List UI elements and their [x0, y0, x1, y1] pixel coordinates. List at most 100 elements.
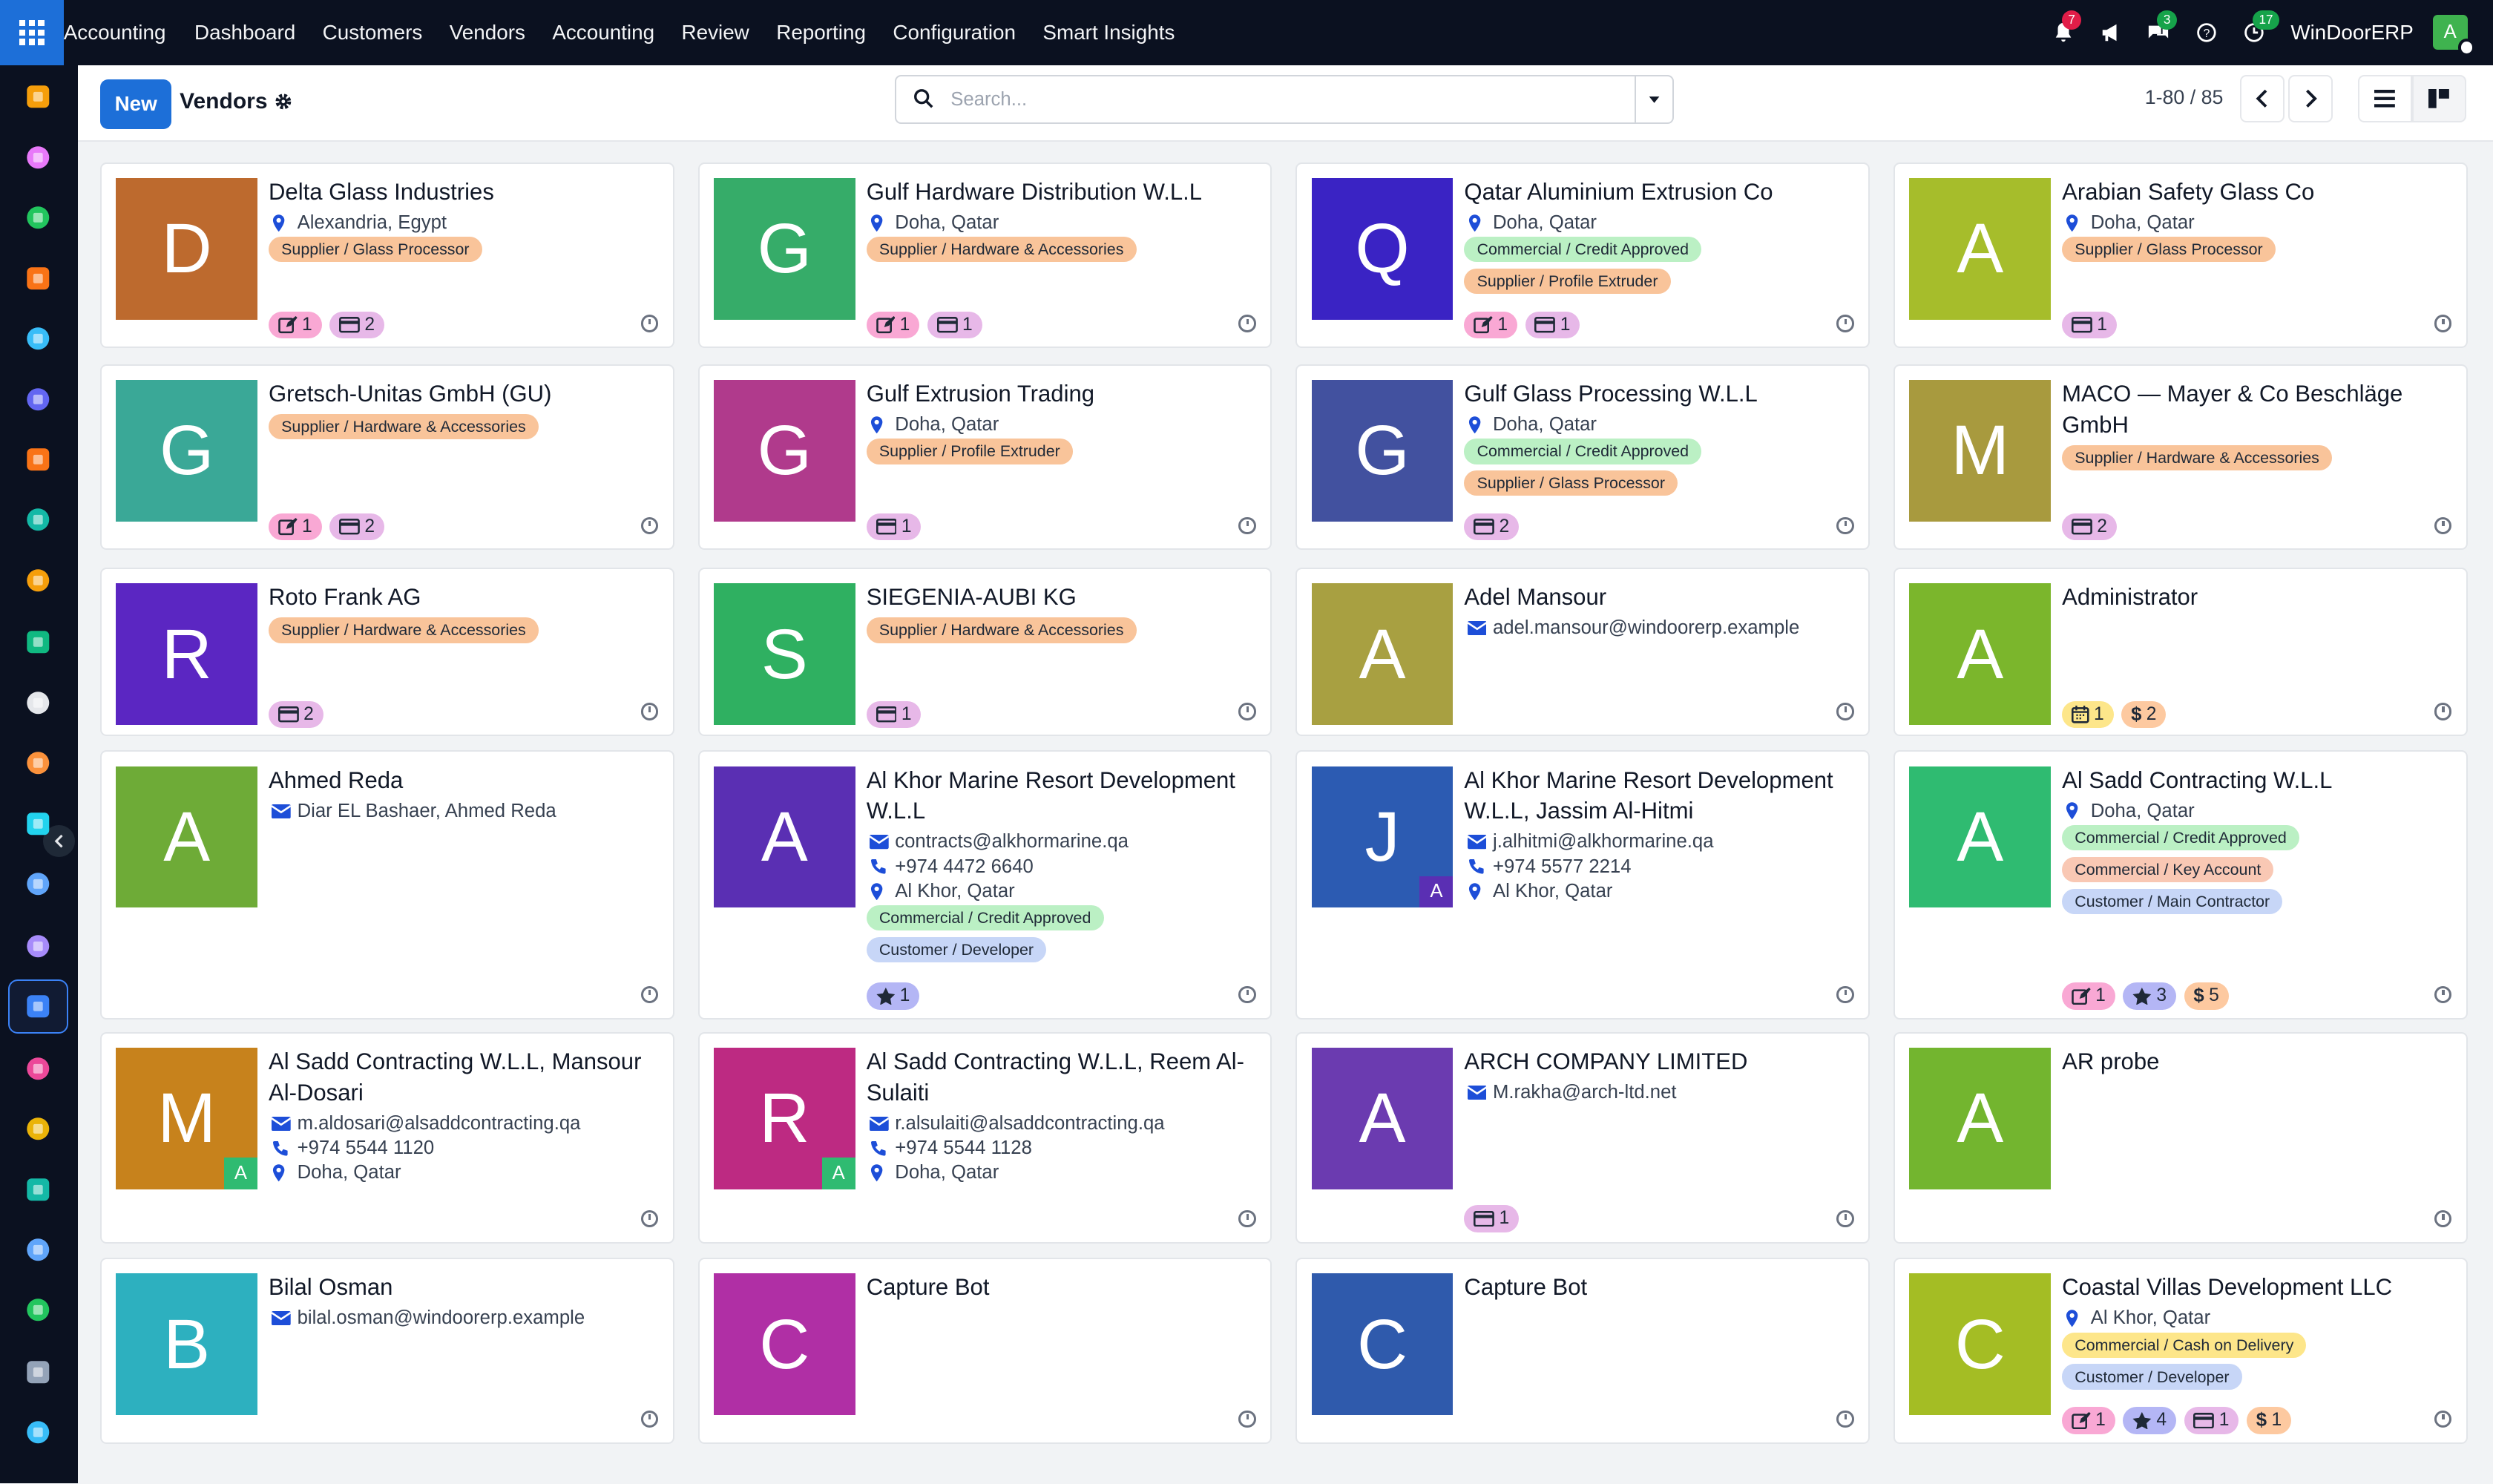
pager-previous-button[interactable]	[2240, 74, 2285, 122]
app-brand[interactable]: Accounting	[63, 20, 166, 44]
counter-badge[interactable]: 1	[927, 311, 982, 339]
pager-next-button[interactable]	[2287, 74, 2333, 122]
counter-badge[interactable]: 1	[2062, 700, 2114, 729]
activity-clock-icon[interactable]	[640, 985, 659, 1004]
activity-clock-icon[interactable]	[2434, 1209, 2452, 1228]
counter-badge[interactable]: 1	[866, 513, 922, 541]
pager-value[interactable]: 1-80 / 85	[2144, 85, 2224, 108]
search-input[interactable]	[950, 85, 1619, 115]
menu-dashboard[interactable]: Dashboard	[194, 20, 296, 44]
counter-badge[interactable]: 2	[1464, 513, 1520, 541]
activity-clock-icon[interactable]	[1238, 1410, 1256, 1428]
sidebar-accounting-app[interactable]	[7, 979, 69, 1034]
counter-badge[interactable]: 2	[269, 700, 323, 729]
sidebar-knowledge-app[interactable]	[8, 857, 68, 911]
sidebar-todo-app[interactable]	[8, 797, 68, 851]
vendor-card[interactable]: C Coastal Villas Development LLC Al Khor, …	[1893, 1257, 2468, 1444]
counter-badge[interactable]: 4	[2123, 1407, 2176, 1434]
sidebar-photo-app[interactable]	[8, 131, 68, 185]
sidebar-team-app[interactable]	[8, 1042, 68, 1096]
sidebar-timer-app[interactable]	[8, 1345, 68, 1399]
sidebar-collapse-button[interactable]	[42, 825, 75, 857]
vendor-card[interactable]: A Ahmed Reda Diar EL Bashaer, Ahmed Reda	[100, 750, 674, 1020]
vendor-card[interactable]: A Al Sadd Contracting W.L.L Doha, Qatar Com…	[1893, 750, 2468, 1020]
search-options-toggle[interactable]	[1635, 76, 1672, 122]
sidebar-inventory-app[interactable]	[8, 676, 68, 730]
sidebar-chat-app[interactable]	[8, 433, 68, 487]
sidebar-discuss-app[interactable]	[8, 252, 68, 306]
activity-clock-icon[interactable]	[2434, 315, 2452, 332]
menu-smart-insights[interactable]: Smart Insights	[1042, 20, 1175, 44]
sidebar-contacts-app[interactable]	[8, 191, 68, 245]
activity-clock-icon[interactable]	[1836, 703, 1854, 720]
sidebar-dashboard-app[interactable]	[8, 70, 68, 124]
menu-configuration[interactable]: Configuration	[893, 20, 1016, 44]
user-avatar[interactable]: A	[2432, 15, 2476, 57]
gear-icon[interactable]	[274, 92, 293, 111]
sidebar-employees-app[interactable]	[8, 615, 68, 669]
vendor-card[interactable]: M MACO — Mayer & Co Beschläge GmbH Supplie…	[1893, 364, 2468, 551]
list-view-button[interactable]	[2357, 74, 2412, 122]
activity-clock-icon[interactable]	[2434, 1410, 2452, 1428]
activity-clock-icon[interactable]	[1238, 1209, 1256, 1228]
counter-badge[interactable]: $5	[2184, 982, 2229, 1010]
vendor-card[interactable]: S SIEGENIA-AUBI KG Supplier / Hardware & A…	[697, 567, 1272, 737]
menu-customers[interactable]: Customers	[322, 20, 423, 44]
sidebar-wave-app[interactable]	[8, 312, 68, 366]
activity-clock-icon[interactable]	[1238, 315, 1256, 332]
vendor-card[interactable]: A Administrator 1 $2	[1893, 567, 2468, 737]
new-button[interactable]: New	[100, 79, 172, 129]
activity-clock-icon[interactable]	[1836, 1410, 1854, 1428]
activity-clock-icon[interactable]	[2434, 985, 2452, 1004]
vendor-card[interactable]: G Gulf Extrusion Trading Doha, Qatar Suppli…	[697, 364, 1272, 551]
vendor-card[interactable]: G Gretsch-Unitas GmbH (GU) Supplier / Hard…	[100, 364, 674, 551]
activity-clock-icon[interactable]	[640, 1410, 659, 1428]
sidebar-whatsapp-app[interactable]	[8, 1283, 68, 1337]
counter-badge[interactable]: 1	[2062, 1407, 2115, 1434]
sidebar-sign-app[interactable]	[8, 493, 68, 547]
counter-badge[interactable]: 2	[2062, 513, 2117, 541]
vendor-card[interactable]: R A Al Sadd Contracting W.L.L, Reem Al-Sul…	[697, 1031, 1272, 1244]
apps-menu-button[interactable]	[0, 0, 64, 65]
vendor-card[interactable]: D Delta Glass Industries Alexandria, Egypt…	[100, 162, 674, 349]
activity-clock-icon[interactable]	[2434, 703, 2452, 720]
sidebar-mail-app[interactable]	[8, 372, 68, 426]
vendor-card[interactable]: Q Qatar Aluminium Extrusion Co Doha, Qatar…	[1295, 162, 1870, 349]
activity-clock-icon[interactable]	[640, 1209, 659, 1228]
activity-clock-icon[interactable]	[2434, 516, 2452, 535]
sidebar-pencil-app[interactable]	[8, 1162, 68, 1216]
kanban-view-button[interactable]	[2411, 74, 2466, 122]
menu-review[interactable]: Review	[681, 20, 749, 44]
vendor-card[interactable]: C Capture Bot	[697, 1257, 1272, 1444]
counter-badge[interactable]: 1	[866, 700, 922, 729]
counter-badge[interactable]: 1	[2062, 311, 2117, 339]
counter-badge[interactable]: 2	[329, 513, 384, 541]
activity-clock-icon[interactable]	[640, 516, 659, 535]
counter-badge[interactable]: 1	[1464, 311, 1517, 339]
counter-badge[interactable]: 1	[2184, 1407, 2239, 1434]
counter-badge[interactable]: 1	[1464, 1205, 1520, 1232]
sidebar-calendar-app[interactable]	[8, 1102, 68, 1156]
counter-badge[interactable]: $2	[2121, 700, 2167, 729]
vendor-card[interactable]: A AR probe	[1893, 1031, 2468, 1244]
activity-clock-icon[interactable]	[1836, 315, 1854, 332]
vendor-card[interactable]: G Gulf Hardware Distribution W.L.L Doha, Q…	[697, 162, 1272, 349]
activity-clock-icon[interactable]	[1238, 985, 1256, 1004]
activity-clock-icon[interactable]	[640, 315, 659, 332]
sidebar-invoicing-app[interactable]	[8, 554, 68, 608]
discuss-button[interactable]: 3	[2135, 9, 2182, 56]
vendor-card[interactable]: A Adel Mansour adel.mansour@windoorerp.exa…	[1295, 567, 1870, 737]
counter-badge[interactable]: 1	[866, 311, 920, 339]
activity-clock-icon[interactable]	[1836, 985, 1854, 1004]
vendor-card[interactable]: B Bilal Osman bilal.osman@windoorerp.examp…	[100, 1257, 674, 1444]
sidebar-spreadsheet-app[interactable]	[8, 1223, 68, 1277]
vendor-card[interactable]: A Al Khor Marine Resort Development W.L.L…	[697, 750, 1272, 1020]
counter-badge[interactable]: 1	[269, 311, 322, 339]
company-switcher[interactable]: WinDoorERP	[2290, 20, 2414, 44]
vendor-card[interactable]: J A Al Khor Marine Resort Development W.L.…	[1295, 750, 1870, 1020]
vendor-card[interactable]: R Roto Frank AG Supplier / Hardware & Acce…	[100, 567, 674, 737]
vendor-card[interactable]: G Gulf Glass Processing W.L.L Doha, Qatar C…	[1295, 364, 1870, 551]
vendor-card[interactable]: C Capture Bot	[1295, 1257, 1870, 1444]
vendor-card[interactable]: A ARCH COMPANY LIMITED M.rakha@arch-ltd.ne…	[1295, 1031, 1870, 1244]
activity-clock-icon[interactable]	[1836, 516, 1854, 535]
